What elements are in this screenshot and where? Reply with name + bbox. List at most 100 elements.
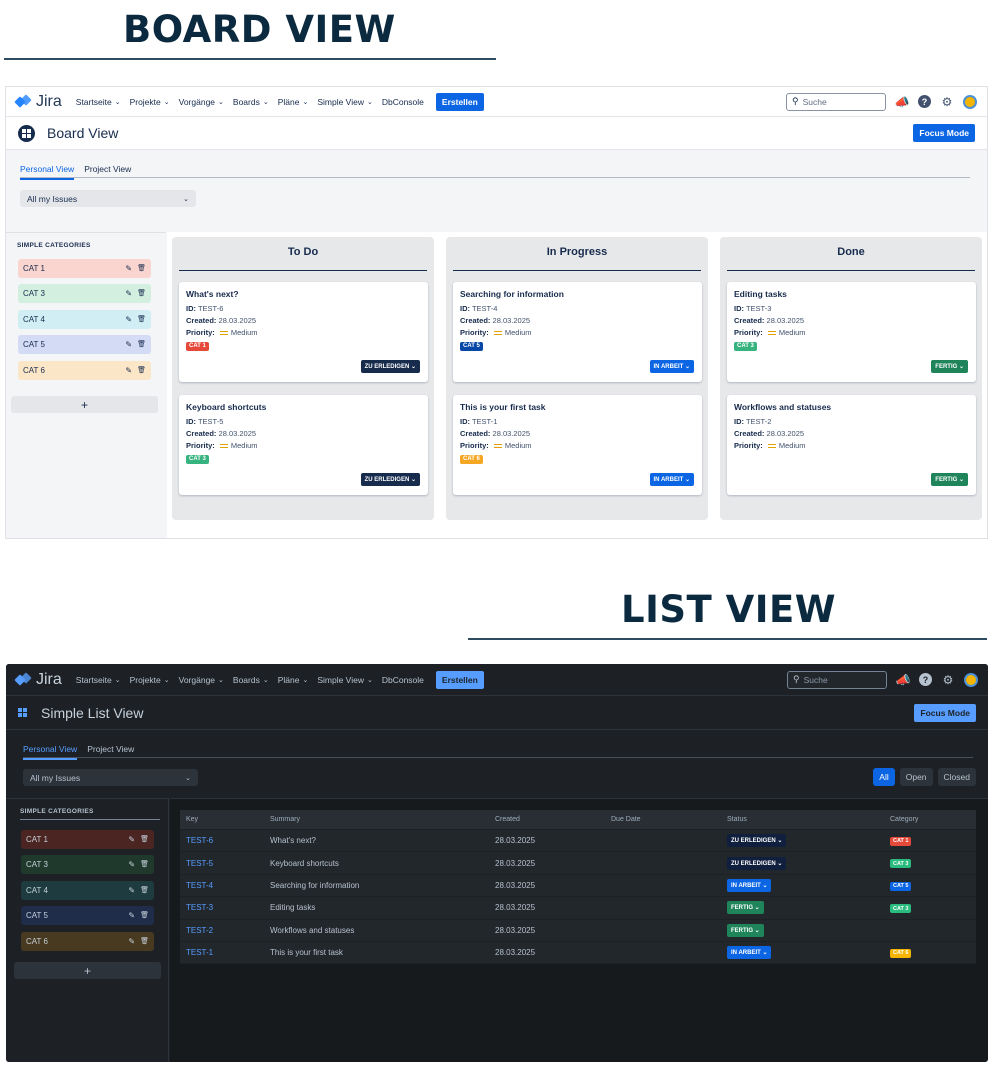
trash-icon[interactable]: 🗑 (137, 366, 146, 374)
help-icon[interactable]: ? (918, 95, 931, 108)
issue-key-link[interactable]: TEST-4 (186, 880, 214, 890)
nav-item[interactable]: Vorgänge ⌄ (179, 675, 224, 685)
pencil-icon[interactable]: ✎ (128, 885, 136, 895)
create-button[interactable]: Erstellen (435, 670, 484, 689)
trash-icon[interactable]: 🗑 (140, 912, 149, 920)
search-input[interactable]: ⚲ Suche (787, 670, 887, 689)
category-item[interactable]: CAT 4 ✎ 🗑 (18, 309, 151, 329)
tab-project-view[interactable]: Project View (87, 744, 135, 754)
nav-item[interactable]: Boards ⌄ (233, 97, 269, 107)
status-dropdown[interactable]: ZU ERLEDIGEN ⌄ (727, 834, 787, 848)
category-item[interactable]: CAT 1 ✎ 🗑 (21, 830, 154, 849)
nav-item[interactable]: Startseite ⌄ (76, 97, 121, 107)
help-icon[interactable]: ? (919, 673, 932, 686)
nav-item[interactable]: Projekte ⌄ (130, 675, 170, 685)
status-dropdown[interactable]: IN ARBEIT ⌄ (649, 360, 694, 373)
pencil-icon[interactable]: ✎ (125, 340, 133, 350)
issue-key-link[interactable]: TEST-1 (186, 948, 214, 958)
col-due-date[interactable]: Due Date (611, 816, 641, 823)
create-button[interactable]: Erstellen (435, 92, 484, 111)
issue-card[interactable]: This is your first task ID: TEST-1 Created… (453, 395, 702, 495)
focus-mode-button[interactable]: Focus Mode (914, 703, 976, 722)
category-item[interactable]: CAT 5 ✎ 🗑 (21, 906, 154, 926)
pencil-icon[interactable]: ✎ (128, 911, 136, 921)
status-dropdown[interactable]: ZU ERLEDIGEN ⌄ (727, 856, 787, 870)
nav-item[interactable]: Pläne ⌄ (278, 675, 309, 685)
pencil-icon[interactable]: ✎ (128, 936, 136, 946)
filter-closed-button[interactable]: Closed (937, 768, 976, 786)
trash-icon[interactable]: 🗑 (137, 290, 146, 298)
issue-card[interactable]: Editing tasks ID: TEST-3 Created: 28.03.20… (727, 282, 976, 382)
trash-icon[interactable]: 🗑 (137, 265, 146, 272)
trash-icon[interactable]: 🗑 (140, 886, 149, 894)
issue-card[interactable]: What's next? ID: TEST-6 Created: 28.03.202… (179, 282, 428, 382)
filter-open-button[interactable]: Open (899, 768, 933, 786)
status-dropdown[interactable]: FERTIG ⌄ (931, 360, 968, 373)
tab-project-view[interactable]: Project View (84, 164, 132, 174)
megaphone-icon[interactable]: 📣 (894, 94, 910, 109)
table-row[interactable]: TEST-4 Searching for information 28.03.202… (180, 874, 976, 898)
megaphone-icon[interactable]: 📣 (895, 672, 911, 687)
issue-card[interactable]: Searching for information ID: TEST-4 Creat… (453, 282, 702, 382)
col-created[interactable]: Created (495, 816, 520, 823)
category-item[interactable]: CAT 5 ✎ 🗑 (18, 335, 151, 355)
tab-personal-view[interactable]: Personal View (23, 744, 78, 760)
search-input[interactable]: ⚲ Suche (786, 92, 886, 111)
category-item[interactable]: CAT 1 ✎ 🗑 (18, 259, 151, 278)
gear-icon[interactable]: ⚙ (941, 94, 953, 109)
category-item[interactable]: CAT 6 ✎ 🗑 (21, 931, 154, 951)
pencil-icon[interactable]: ✎ (125, 264, 133, 273)
nav-item[interactable]: Vorgänge ⌄ (179, 97, 224, 107)
nav-item[interactable]: Projekte ⌄ (130, 97, 170, 107)
table-row[interactable]: TEST-5 Keyboard shortcuts 28.03.2025 ZU ERL… (180, 852, 976, 875)
tab-personal-view[interactable]: Personal View (20, 164, 75, 180)
pencil-icon[interactable]: ✎ (125, 314, 133, 324)
nav-item[interactable]: Simple View ⌄ (317, 675, 373, 685)
nav-item[interactable]: DbConsole (382, 97, 424, 107)
issue-card[interactable]: Keyboard shortcuts ID: TEST-5 Created: 28.… (179, 395, 428, 495)
nav-item[interactable]: Simple View ⌄ (317, 97, 373, 107)
trash-icon[interactable]: 🗑 (140, 937, 149, 945)
col-category[interactable]: Category (890, 816, 919, 823)
trash-icon[interactable]: 🗑 (137, 315, 146, 323)
table-row[interactable]: TEST-1 This is your first task 28.03.2025 I… (180, 941, 976, 965)
issue-key-link[interactable]: TEST-3 (186, 903, 214, 913)
status-dropdown[interactable]: IN ARBEIT ⌄ (727, 878, 772, 892)
issue-card[interactable]: Workflows and statuses ID: TEST-2 Created:… (727, 395, 976, 495)
category-item[interactable]: CAT 3 ✎ 🗑 (18, 284, 151, 304)
pencil-icon[interactable]: ✎ (125, 289, 133, 299)
jira-logo[interactable]: Jira (14, 93, 62, 111)
issue-key-link[interactable]: TEST-6 (186, 836, 214, 846)
issue-filter-select[interactable]: All my Issues ⌄ (23, 769, 198, 786)
avatar[interactable] (963, 94, 977, 109)
status-dropdown[interactable]: ZU ERLEDIGEN ⌄ (360, 473, 420, 486)
status-dropdown[interactable]: IN ARBEIT ⌄ (649, 473, 694, 486)
nav-item[interactable]: Boards ⌄ (233, 675, 269, 685)
table-row[interactable]: TEST-3 Editing tasks 28.03.2025 FERTIG ⌄ CAT… (180, 897, 976, 920)
trash-icon[interactable]: 🗑 (137, 341, 146, 349)
category-item[interactable]: CAT 3 ✎ 🗑 (21, 855, 154, 875)
avatar[interactable] (964, 672, 978, 687)
focus-mode-button[interactable]: Focus Mode (913, 124, 975, 142)
status-dropdown[interactable]: ZU ERLEDIGEN ⌄ (360, 360, 420, 373)
add-category-button[interactable]: + (11, 396, 158, 413)
status-dropdown[interactable]: FERTIG ⌄ (931, 473, 968, 486)
status-dropdown[interactable]: IN ARBEIT ⌄ (727, 946, 772, 960)
status-dropdown[interactable]: FERTIG ⌄ (727, 901, 764, 915)
status-dropdown[interactable]: FERTIG ⌄ (727, 923, 764, 937)
col-status[interactable]: Status (727, 816, 747, 823)
col-key[interactable]: Key (186, 816, 199, 823)
nav-item[interactable]: DbConsole (382, 675, 424, 685)
pencil-icon[interactable]: ✎ (125, 365, 133, 375)
nav-item[interactable]: Pläne ⌄ (278, 97, 309, 107)
issue-key-link[interactable]: TEST-2 (186, 925, 214, 935)
table-row[interactable]: TEST-2 Workflows and statuses 28.03.2025 FE… (180, 919, 976, 942)
category-item[interactable]: CAT 4 ✎ 🗑 (21, 880, 154, 900)
trash-icon[interactable]: 🗑 (140, 861, 149, 869)
nav-item[interactable]: Startseite ⌄ (76, 675, 121, 685)
col-summary[interactable]: Summary (270, 816, 300, 823)
issue-key-link[interactable]: TEST-5 (186, 858, 214, 868)
table-row[interactable]: TEST-6 What's next? 28.03.2025 ZU ERLEDIGEN… (180, 830, 976, 853)
filter-all-button[interactable]: All (873, 768, 895, 786)
category-item[interactable]: CAT 6 ✎ 🗑 (18, 360, 151, 380)
